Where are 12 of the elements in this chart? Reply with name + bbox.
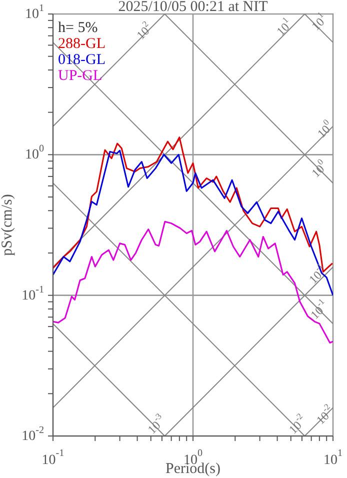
x-tick-label: 10$^{-1}$ <box>42 448 64 468</box>
text: 288-GL <box>58 36 106 52</box>
annotation: h= 5% <box>58 20 99 36</box>
x-tick-label: 10$^{1}$ <box>323 448 343 468</box>
text: 018-GL <box>58 52 106 68</box>
y-axis-title: pSv(cm/s) <box>0 194 16 256</box>
y-tick-label: 10$^{0}$ <box>24 144 44 162</box>
text: UP-GL <box>58 68 104 84</box>
y-tick-label: 10$^{1}$ <box>24 3 44 22</box>
chart-title: 2025/10/05 00:21 at NIT <box>118 0 268 15</box>
y-tick-label: 10$^{-2}$ <box>22 425 44 444</box>
y-tick-label: 10$^{-1}$ <box>22 284 44 303</box>
